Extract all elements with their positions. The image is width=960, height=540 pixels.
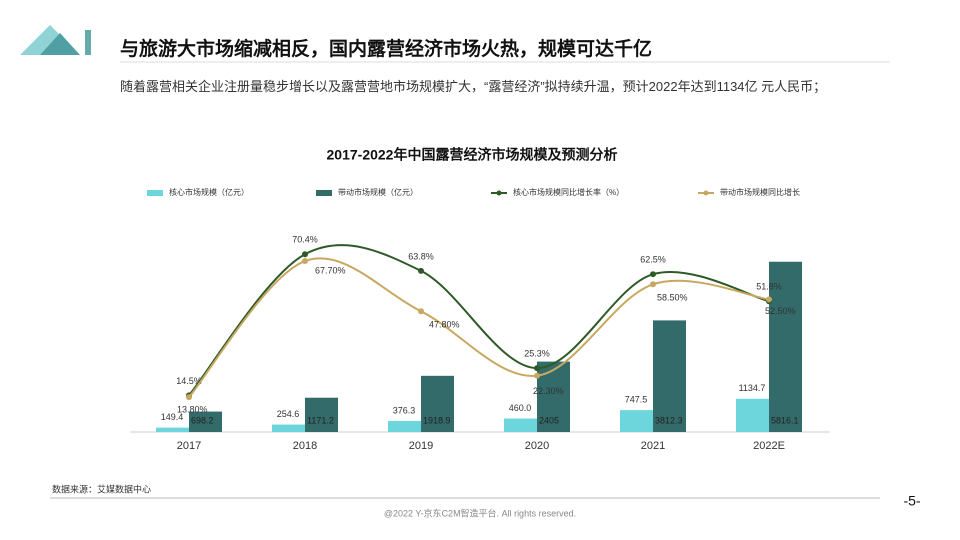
bar: [653, 320, 686, 432]
source: 数据来源：艾媒数据中心: [52, 483, 151, 494]
bar-label: 149.4: [161, 412, 184, 422]
line-label: 25.3%: [524, 348, 550, 358]
line: [188, 257, 770, 398]
legend-swatch: [703, 190, 709, 196]
bar-label: 460.0: [509, 403, 532, 413]
bar: [156, 427, 189, 432]
line-label: 52.50%: [765, 306, 796, 316]
x-tick-label: 2022E: [753, 440, 785, 452]
x-tick-label: 2021: [641, 440, 665, 452]
copyright: @2022 Y-京东C2M智造平台. All rights reserved.: [384, 507, 576, 518]
bar-label: 1134.7: [739, 383, 766, 393]
slide-subtitle: 随着露营相关企业注册量稳步增长以及露营营地市场规模扩大，“露营经济”拟持续升温，…: [120, 79, 827, 94]
logo-icon: [20, 25, 91, 55]
line-point: [418, 267, 424, 274]
page-number: -5-: [903, 493, 920, 509]
bar-label: 2405: [539, 415, 559, 425]
line-label: 47.80%: [429, 320, 460, 330]
line-point: [302, 258, 308, 265]
bar: [421, 375, 454, 432]
legend-swatch: [147, 190, 163, 196]
line-label: 58.50%: [657, 293, 688, 303]
chart-title: 2017-2022年中国露营经济市场规模及预测分析: [327, 147, 618, 163]
line: [188, 244, 770, 397]
line-point: [534, 365, 540, 372]
line-point: [302, 251, 308, 258]
line-label: 22.30%: [533, 386, 564, 396]
bar-label: 5816.1: [771, 415, 799, 425]
line-point: [650, 271, 656, 278]
bar: [305, 397, 338, 432]
bar-label: 376.3: [393, 405, 416, 415]
legend-label: 带动市场规模同比增长: [720, 187, 800, 197]
bar: [388, 420, 421, 432]
x-tick-label: 2020: [525, 440, 549, 452]
line-label: 14.5%: [176, 376, 202, 386]
legend-label: 带动市场规模（亿元）: [338, 187, 418, 197]
line-label: 70.4%: [292, 235, 318, 245]
bar: [272, 424, 305, 432]
bar-label: 3812.3: [655, 415, 683, 425]
line-point: [534, 372, 540, 379]
bar-label: 1171.2: [307, 415, 334, 425]
line-point: [650, 281, 656, 288]
x-tick-label: 2019: [409, 440, 433, 452]
line-point: [418, 308, 424, 315]
line-label: 63.8%: [408, 251, 434, 261]
bar-label: 747.5: [625, 394, 648, 404]
legend-swatch: [496, 190, 502, 196]
line-label: 51.8%: [756, 282, 782, 292]
bar: [504, 418, 537, 432]
legend-label: 核心市场规模（亿元）: [169, 187, 249, 197]
line-label: 67.70%: [315, 265, 346, 275]
x-tick-label: 2017: [177, 440, 201, 452]
x-tick-label: 2018: [293, 440, 317, 452]
bar-label: 254.6: [277, 409, 300, 419]
bar-label: 698.2: [191, 415, 214, 425]
legend-swatch: [316, 190, 332, 196]
line-point: [766, 296, 772, 303]
bar: [736, 398, 769, 432]
line-point: [186, 394, 192, 401]
slide-title: 与旅游大市场缩减相反，国内露营经济市场火热，规模可达千亿: [120, 39, 653, 60]
bar-label: 1918.9: [423, 415, 451, 425]
line-label: 62.5%: [640, 255, 666, 265]
bar: [537, 361, 570, 432]
legend-label: 核心市场规模同比增长率（%）: [513, 187, 624, 197]
bar: [769, 261, 802, 432]
bar: [620, 410, 653, 432]
line-label: 13.80%: [177, 405, 208, 415]
bar: [189, 411, 222, 432]
